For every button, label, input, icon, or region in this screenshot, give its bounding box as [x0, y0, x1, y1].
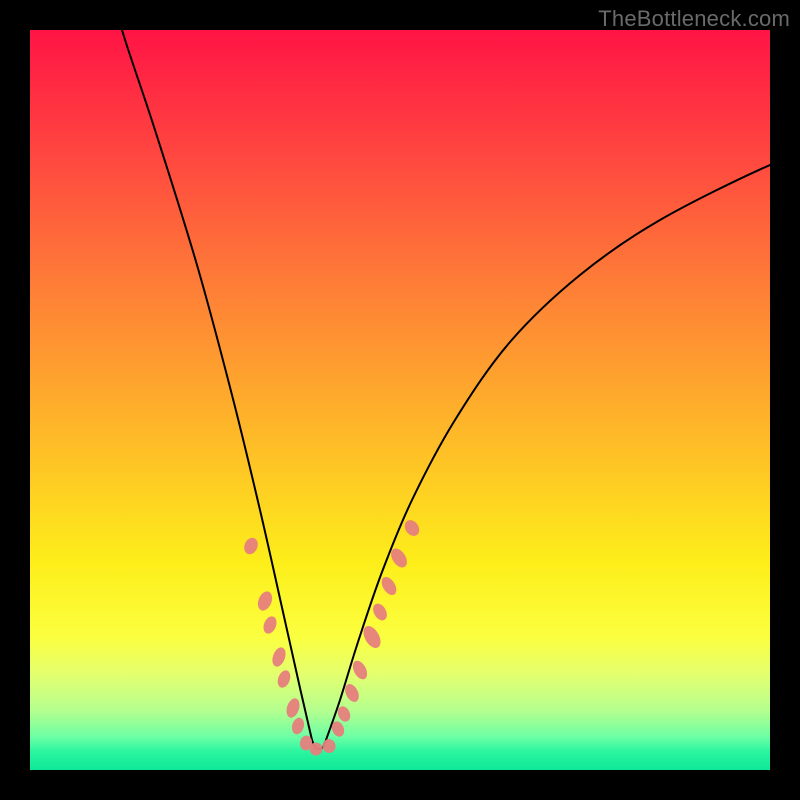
- gradient-background: [30, 30, 770, 770]
- marker-left-8: [310, 743, 323, 756]
- watermark-text: TheBottleneck.com: [598, 6, 790, 32]
- plot-svg: [0, 0, 800, 800]
- bottleneck-chart: TheBottleneck.com: [0, 0, 800, 800]
